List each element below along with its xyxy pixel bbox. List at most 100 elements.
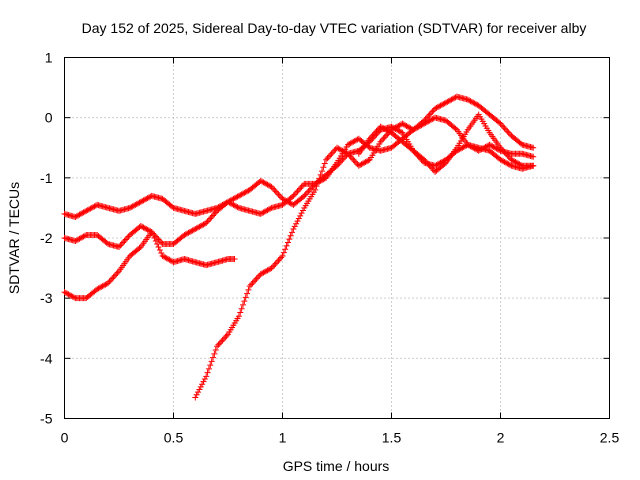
data-point [297, 212, 304, 219]
data-point [320, 164, 327, 171]
data-point [327, 152, 334, 159]
data-point [272, 188, 279, 195]
data-point [323, 156, 330, 163]
data-point [210, 354, 217, 361]
data-point [426, 111, 433, 118]
data-point [298, 210, 305, 217]
data-point [113, 271, 120, 278]
data-point [254, 274, 261, 281]
data-point [271, 186, 278, 193]
data-point [200, 378, 207, 385]
data-point [282, 246, 289, 253]
data-point [239, 301, 246, 308]
data-point [299, 207, 306, 214]
y-tick-label: -5 [40, 411, 53, 427]
data-point [275, 257, 282, 264]
y-tick-label: 0 [45, 110, 53, 126]
data-point [234, 204, 241, 211]
data-point [530, 153, 537, 160]
data-point [295, 186, 302, 193]
data-point [304, 189, 311, 196]
data-point [339, 156, 346, 163]
data-point [219, 337, 226, 344]
data-point [347, 153, 354, 160]
data-point [530, 162, 537, 169]
data-point [192, 394, 199, 401]
data-point [154, 241, 161, 248]
data-point [211, 210, 218, 217]
data-point [208, 358, 215, 365]
data-point [321, 160, 328, 167]
data-point [381, 134, 388, 141]
data-point [305, 188, 312, 195]
data-point [291, 223, 298, 230]
data-point [116, 244, 122, 251]
data-point [429, 108, 436, 115]
data-point [279, 253, 286, 260]
data-point [332, 163, 339, 170]
data-point [274, 189, 281, 196]
data-point [428, 110, 435, 117]
data-point [249, 280, 256, 287]
y-tick-label: 1 [45, 50, 53, 66]
data-point [152, 233, 159, 240]
data-point [425, 113, 432, 120]
data-point [348, 155, 355, 162]
data-point [299, 182, 306, 189]
x-tick-label: 2.5 [600, 430, 620, 446]
data-point [155, 244, 162, 251]
data-point [287, 232, 294, 239]
data-point [507, 131, 514, 138]
data-point [276, 192, 283, 199]
data-point [220, 335, 227, 342]
data-point [370, 131, 377, 138]
y-tick-label: -2 [40, 230, 53, 246]
data-point [124, 235, 131, 241]
data-point [155, 236, 162, 243]
data-point [368, 134, 375, 141]
data-point [222, 334, 229, 341]
data-point [110, 274, 117, 281]
data-point [276, 256, 283, 263]
data-point [293, 220, 300, 227]
data-point [274, 259, 281, 266]
data-point [294, 188, 301, 195]
data-point [289, 194, 296, 201]
data-point [125, 233, 132, 240]
series-sat-5 [355, 123, 537, 172]
data-point [408, 146, 415, 153]
data-point [302, 191, 309, 198]
data-point [109, 275, 116, 282]
data-marks [61, 93, 537, 401]
data-point [242, 294, 249, 301]
x-tick-label: 0.5 [164, 430, 184, 446]
y-axis-label: SDTVAR / TECUs [6, 182, 22, 294]
data-point [373, 128, 380, 135]
data-point [280, 249, 287, 256]
y-tick-label: -3 [40, 290, 53, 306]
data-point [253, 275, 260, 282]
data-point [237, 309, 244, 316]
y-tick-label: -1 [40, 170, 53, 186]
data-point [496, 147, 503, 154]
data-point [196, 386, 203, 393]
data-point [329, 149, 336, 156]
data-point [223, 332, 230, 339]
data-point [156, 238, 163, 245]
data-point [383, 132, 390, 139]
data-point [317, 171, 324, 178]
data-point [278, 254, 285, 261]
data-point [290, 225, 297, 232]
data-point [496, 119, 503, 126]
data-point [293, 189, 300, 196]
data-point [380, 135, 387, 142]
data-point [216, 340, 223, 347]
data-point [203, 373, 210, 380]
data-point [314, 179, 321, 186]
data-point [214, 343, 221, 350]
data-point [136, 245, 143, 252]
data-point [107, 277, 114, 284]
data-point [117, 242, 124, 249]
x-tick-label: 1.5 [382, 430, 402, 446]
data-point [294, 218, 301, 225]
